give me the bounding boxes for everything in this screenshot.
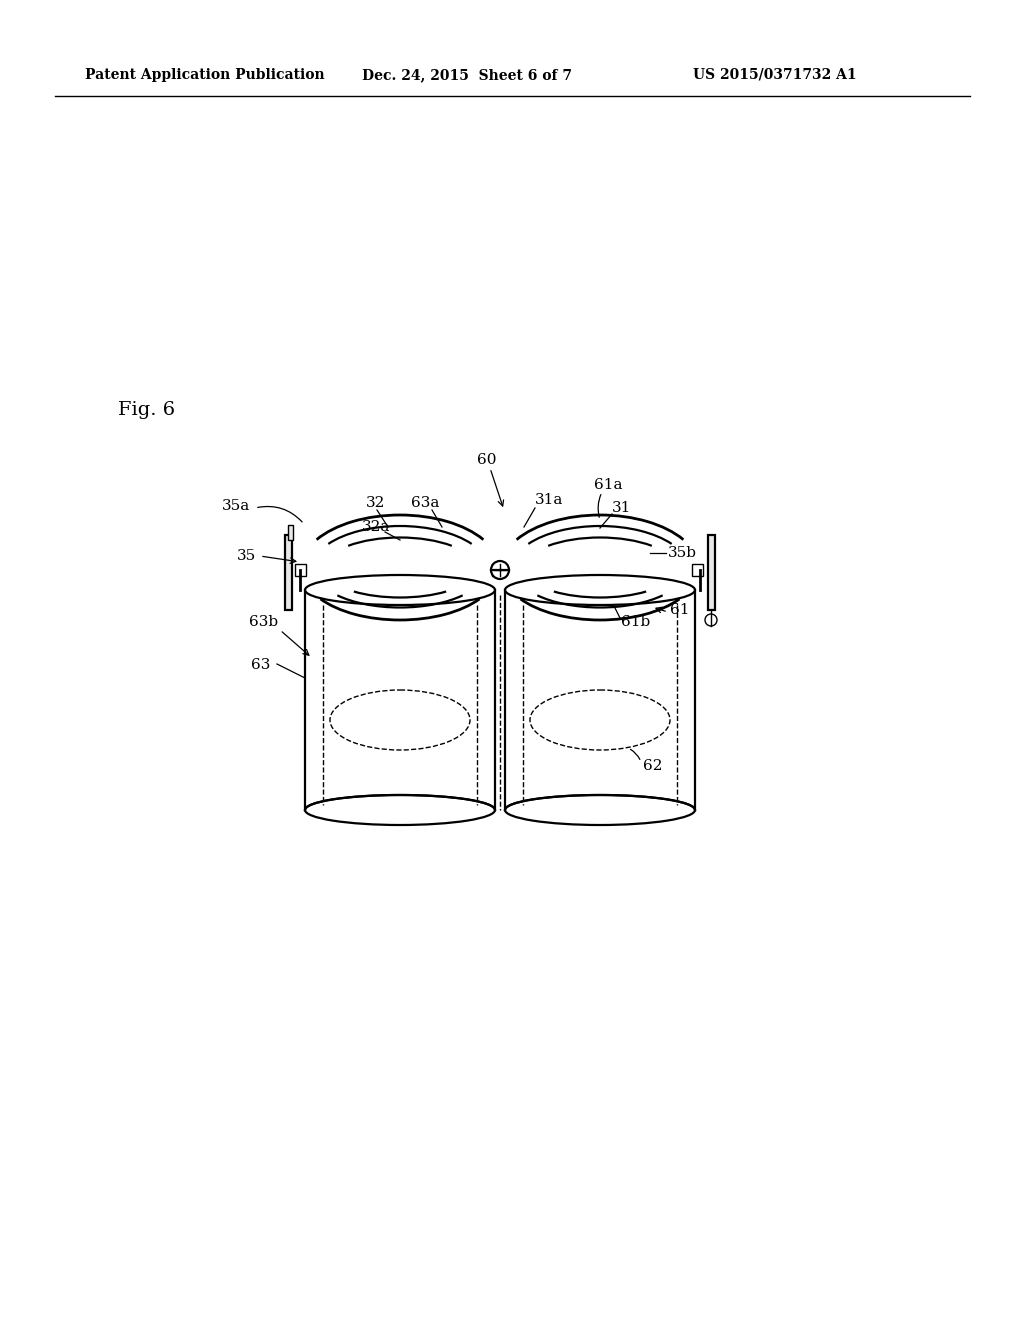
- Text: 31a: 31a: [535, 492, 563, 507]
- Bar: [285, 535, 292, 610]
- Text: Patent Application Publication: Patent Application Publication: [85, 69, 325, 82]
- Bar: [708, 535, 715, 610]
- Text: US 2015/0371732 A1: US 2015/0371732 A1: [693, 69, 857, 82]
- Text: 60: 60: [477, 453, 497, 467]
- Ellipse shape: [505, 795, 695, 825]
- Text: 32a: 32a: [361, 520, 390, 535]
- Ellipse shape: [305, 576, 495, 605]
- Bar: [692, 564, 703, 576]
- Text: Fig. 6: Fig. 6: [118, 401, 175, 418]
- Text: 32: 32: [367, 496, 386, 510]
- Circle shape: [705, 614, 717, 626]
- Bar: [492, 564, 503, 576]
- Bar: [288, 525, 293, 540]
- Text: 61b: 61b: [621, 615, 650, 630]
- Ellipse shape: [505, 576, 695, 605]
- Text: 35a: 35a: [222, 499, 250, 513]
- Text: 61: 61: [670, 603, 689, 616]
- Bar: [495, 564, 506, 576]
- Text: 35b: 35b: [668, 546, 697, 560]
- Text: 63b: 63b: [249, 615, 278, 630]
- Text: 31: 31: [612, 502, 632, 515]
- Text: 63: 63: [251, 657, 270, 672]
- Text: 61a: 61a: [594, 478, 623, 492]
- Text: 62: 62: [643, 759, 663, 774]
- Text: 63a: 63a: [411, 496, 439, 510]
- Circle shape: [490, 561, 509, 579]
- Text: Dec. 24, 2015  Sheet 6 of 7: Dec. 24, 2015 Sheet 6 of 7: [362, 69, 572, 82]
- Text: 35: 35: [237, 549, 256, 564]
- Ellipse shape: [305, 795, 495, 825]
- Bar: [295, 564, 306, 576]
